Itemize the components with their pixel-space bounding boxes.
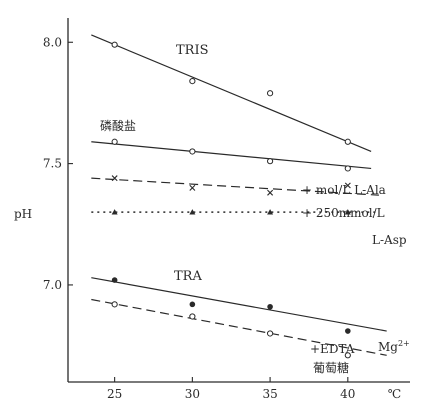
data-point-series-3 xyxy=(344,209,351,215)
fit-line-series-0 xyxy=(91,34,372,153)
x-tick-label: 40 xyxy=(340,387,355,401)
data-point-series-2 xyxy=(267,189,274,196)
data-point-series-4 xyxy=(111,277,118,283)
data-point-series-0 xyxy=(111,41,118,48)
series-label-phosphate: 磷酸盐 xyxy=(100,118,136,133)
fit-lines xyxy=(91,34,387,356)
data-point-series-4 xyxy=(267,303,273,310)
x-ticks: 25 30 35 40 xyxy=(107,377,355,401)
data-point-series-2 xyxy=(344,182,351,189)
series-label-asp: + 250mmol/L xyxy=(302,206,385,220)
x-tick-label: 25 xyxy=(107,387,122,401)
data-point-series-3 xyxy=(111,209,118,215)
data-point-series-1 xyxy=(111,138,118,145)
data-point-series-3 xyxy=(267,209,274,215)
data-point-series-1 xyxy=(266,158,274,165)
series-label-edta: +EDTA xyxy=(310,342,355,356)
data-point-series-3 xyxy=(189,209,196,215)
series-label-ala: + mol/L L-Ala xyxy=(302,183,386,197)
y-tick-label: 7.5 xyxy=(43,157,62,171)
data-point-series-1 xyxy=(344,165,351,172)
data-point-series-2 xyxy=(111,175,118,182)
y-tick-label: 7.0 xyxy=(43,278,62,292)
series-label-asp-line2: L-Asp xyxy=(372,233,407,247)
data-point-series-0 xyxy=(189,77,196,85)
y-ticks: 7.0 7.5 8.0 xyxy=(43,35,73,292)
series-labels: TRIS 磷酸盐 + mol/L L-Ala + 250mmol/L L-Asp… xyxy=(100,43,410,375)
data-point-series-2 xyxy=(189,184,196,191)
data-point-series-0 xyxy=(344,138,351,145)
fit-line-series-2 xyxy=(91,177,379,196)
data-point-series-4 xyxy=(345,328,351,334)
mg-superscript: 2+ xyxy=(398,339,410,348)
data-point-series-5 xyxy=(266,330,274,337)
fit-line-series-1 xyxy=(91,141,372,170)
data-point-series-4 xyxy=(189,301,196,308)
series-label-glucose: 葡萄糖 xyxy=(313,360,349,375)
data-point-series-5 xyxy=(344,352,351,359)
mg-text: Mg xyxy=(378,340,398,354)
data-point-series-5 xyxy=(189,313,196,320)
fit-line-series-5 xyxy=(91,298,387,356)
data-point-series-5 xyxy=(111,301,118,308)
x-tick-label: 35 xyxy=(262,387,277,401)
series-label-tris: TRIS xyxy=(176,43,209,58)
series-label-tra: TRA xyxy=(174,269,202,284)
data-point-series-1 xyxy=(189,148,196,155)
y-axis-label: pH xyxy=(14,207,32,221)
data-points xyxy=(111,41,351,359)
y-tick-label: 8.0 xyxy=(43,35,62,49)
data-point-series-0 xyxy=(266,90,274,97)
x-axis-label: ℃ xyxy=(388,387,401,401)
axes xyxy=(67,18,410,383)
mg-annotation: Mg2+ xyxy=(378,339,410,354)
x-tick-label: 30 xyxy=(185,387,200,401)
fit-line-series-4 xyxy=(91,277,387,332)
